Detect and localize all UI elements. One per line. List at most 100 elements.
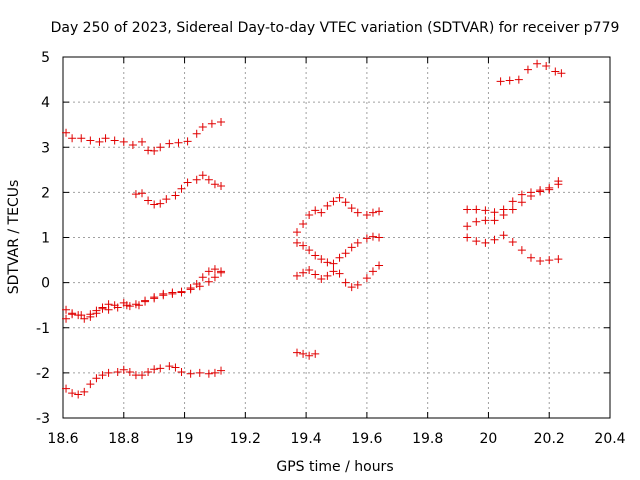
data-point (317, 208, 326, 217)
x-tick-label: 18.6 (47, 431, 78, 447)
x-tick-label: 19.2 (230, 431, 261, 447)
data-point (517, 198, 526, 207)
grid (63, 57, 610, 418)
data-point (171, 363, 180, 372)
data-point (490, 208, 499, 217)
series-track-d (62, 268, 226, 323)
data-point (481, 216, 490, 225)
data-point (113, 367, 122, 376)
data-point (144, 367, 153, 376)
data-point (323, 201, 332, 210)
data-point (472, 205, 481, 214)
data-point (198, 273, 207, 282)
data-point (317, 275, 326, 284)
y-tick-label: -1 (36, 321, 50, 337)
data-point (292, 238, 301, 247)
data-point (217, 117, 226, 126)
y-tick-label: 2 (41, 185, 50, 201)
data-point (80, 387, 89, 396)
data-markers (62, 59, 566, 399)
data-point (375, 207, 384, 216)
series-track-b (131, 171, 226, 209)
y-tick-label: -3 (36, 411, 50, 427)
series-track-j (496, 59, 566, 86)
data-point (517, 246, 526, 255)
data-point (299, 349, 308, 358)
data-point (542, 62, 551, 71)
data-point (517, 190, 526, 199)
data-point (80, 314, 89, 323)
data-point (168, 289, 177, 298)
data-point (110, 136, 119, 145)
data-point (317, 255, 326, 264)
data-point (362, 210, 371, 219)
data-point (347, 204, 356, 213)
x-tick-label: 18.8 (108, 431, 139, 447)
data-point (138, 189, 147, 198)
data-point (523, 65, 532, 74)
data-point (177, 367, 186, 376)
data-point (368, 267, 377, 276)
x-axis-label: GPS time / hours (276, 459, 393, 475)
data-point (551, 67, 560, 76)
x-tick-label: 19.4 (291, 431, 322, 447)
y-tick-label: 0 (41, 276, 50, 292)
data-point (490, 216, 499, 225)
series-track-l (463, 177, 563, 231)
data-point (481, 238, 490, 247)
x-tick-labels: 18.6 18.8 19 19.2 19.4 19.6 19.8 20 20.2 20.4 (47, 431, 625, 447)
data-point (74, 390, 83, 399)
data-point (144, 196, 153, 205)
data-point (192, 129, 201, 138)
data-point (335, 253, 344, 262)
data-point (341, 249, 350, 258)
data-point (68, 310, 77, 319)
data-point (463, 205, 472, 214)
data-point (311, 206, 320, 215)
data-point (186, 369, 195, 378)
data-point (481, 206, 490, 215)
data-point (557, 69, 566, 78)
data-point (162, 195, 171, 204)
data-point (159, 291, 168, 300)
data-point (207, 119, 216, 128)
data-point (499, 210, 508, 219)
data-point (375, 233, 384, 242)
data-point (335, 269, 344, 278)
data-point (323, 258, 332, 267)
data-point (86, 310, 95, 319)
data-point (505, 76, 514, 85)
data-point (292, 271, 301, 280)
data-point (62, 314, 71, 323)
data-point (375, 261, 384, 270)
data-point (472, 217, 481, 226)
data-point (119, 365, 128, 374)
chart-title: Day 250 of 2023, Sidereal Day-to-day VTE… (51, 20, 620, 36)
data-point (68, 134, 77, 143)
data-point (92, 309, 101, 318)
data-point (217, 182, 226, 191)
data-point (341, 278, 350, 287)
data-point (174, 138, 183, 147)
data-point (177, 288, 186, 297)
data-point (347, 243, 356, 252)
data-point (150, 365, 159, 374)
data-point (204, 277, 213, 286)
x-tick-label: 19.8 (412, 431, 443, 447)
plot-frame (62, 56, 611, 419)
data-point (508, 205, 517, 214)
series-track-h (292, 261, 384, 292)
data-point (210, 368, 219, 377)
data-point (95, 137, 104, 146)
data-point (156, 364, 165, 373)
data-point (463, 233, 472, 242)
data-point (323, 271, 332, 280)
data-point (299, 241, 308, 250)
data-point (341, 198, 350, 207)
data-point (68, 389, 77, 398)
data-point (554, 255, 563, 264)
data-point (353, 280, 362, 289)
data-point (150, 294, 159, 303)
data-point (490, 235, 499, 244)
